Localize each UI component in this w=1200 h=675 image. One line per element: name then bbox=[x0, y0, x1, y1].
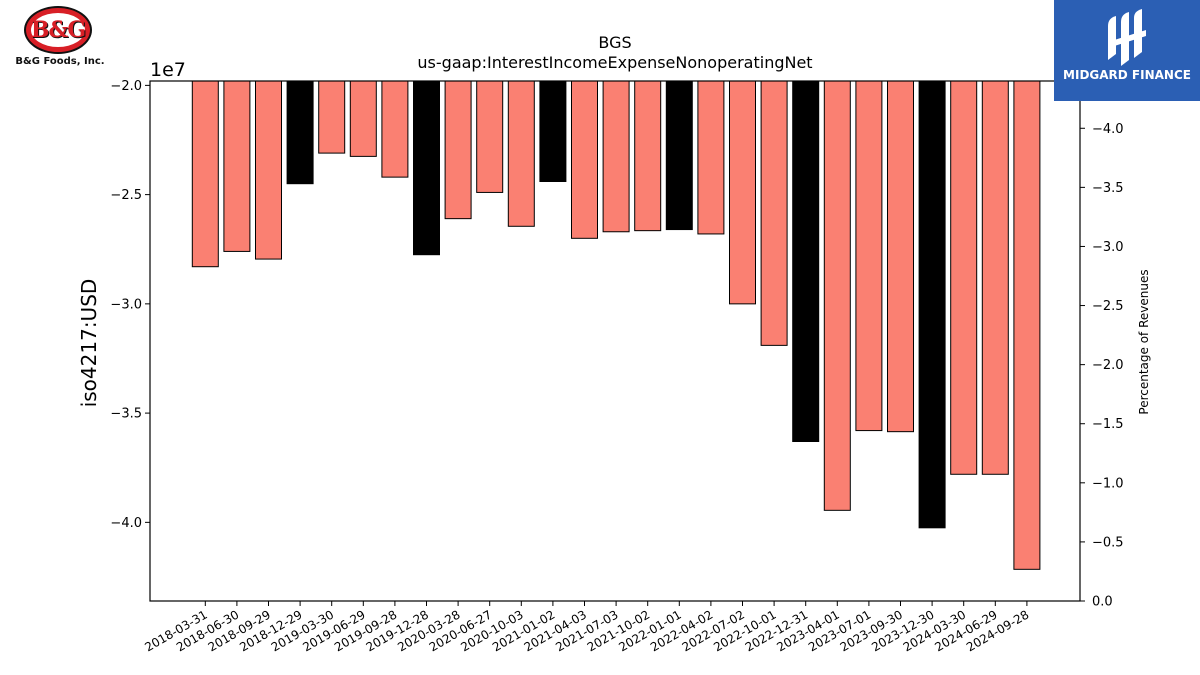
y2-tick-label: −1.0 bbox=[1092, 476, 1124, 491]
bar-2018-03-31 bbox=[191, 80, 219, 268]
bar-2022-01-01 bbox=[665, 80, 693, 231]
y2-tick-label: −4.0 bbox=[1092, 122, 1124, 137]
y2-tick-label: 0.0 bbox=[1092, 595, 1113, 610]
bar-2022-10-01 bbox=[760, 80, 788, 346]
bar-2018-09-29 bbox=[255, 80, 282, 260]
y-axis-offset-label: 1e7 bbox=[150, 59, 186, 81]
y2-tick-label: −0.5 bbox=[1092, 535, 1124, 550]
y2-tick-label: −2.5 bbox=[1092, 299, 1124, 314]
bg-logo-mark: B&G bbox=[30, 17, 86, 43]
bar-2023-07-01 bbox=[855, 80, 883, 432]
y-tick-label: −3.0 bbox=[110, 297, 142, 312]
chart-title: BGS bbox=[598, 33, 631, 52]
y2-axis-label: Percentage of Revenues bbox=[1137, 269, 1151, 414]
y-tick-label: −3.5 bbox=[110, 407, 142, 422]
bg-logo-oval: B&G bbox=[24, 6, 92, 54]
bar-2021-01-02 bbox=[539, 80, 567, 182]
bar-2020-10-03 bbox=[507, 80, 535, 227]
y-tick-label: −2.0 bbox=[110, 79, 142, 94]
y2-tick-label: −3.5 bbox=[1092, 181, 1124, 196]
bar-2024-06-29 bbox=[981, 80, 1009, 475]
midgard-logo-icon bbox=[1108, 9, 1146, 66]
bar-2019-03-30 bbox=[318, 80, 346, 154]
midgard-logo-name: MIDGARD FINANCE bbox=[1063, 68, 1191, 82]
bar-2023-04-01 bbox=[823, 80, 851, 511]
bar-2019-06-29 bbox=[349, 80, 377, 157]
bar-2020-06-27 bbox=[476, 80, 504, 193]
y2-tick-label: −1.5 bbox=[1092, 417, 1124, 432]
bar-2022-12-31 bbox=[792, 80, 820, 442]
bar-2018-12-29 bbox=[286, 80, 314, 185]
y2-tick-label: −3.0 bbox=[1092, 240, 1124, 255]
midgard-finance-logo: MIDGARD FINANCE bbox=[1054, 0, 1200, 101]
bar-2024-09-28 bbox=[1013, 80, 1041, 570]
bar-2023-09-30 bbox=[887, 80, 914, 433]
bg-logo-name: B&G Foods, Inc. bbox=[15, 56, 105, 67]
plot-frame bbox=[149, 80, 1081, 602]
bars bbox=[191, 80, 1041, 570]
bar-2022-07-02 bbox=[729, 80, 756, 305]
bar-2019-09-28 bbox=[381, 80, 409, 178]
y-axis-label: iso4217:USD bbox=[77, 279, 101, 408]
bg-foods-logo: B&G B&G Foods, Inc. bbox=[4, 4, 116, 70]
bar-2023-12-30 bbox=[918, 80, 946, 529]
y2-axis-ticks: 0.0 −0.5 −1.0 −1.5 −2.0 −2.5 −3.0 −3.5 −4.0 bbox=[1080, 122, 1124, 610]
y-tick-label: −4.0 bbox=[110, 516, 142, 531]
x-axis-ticks: 2018-03-312018-06-302018-09-292018-12-29… bbox=[142, 601, 1031, 654]
bar-2018-06-30 bbox=[223, 80, 251, 252]
bar-2020-03-28 bbox=[444, 80, 472, 220]
bar-2019-12-28 bbox=[413, 80, 440, 256]
bar-2022-04-02 bbox=[697, 80, 725, 235]
bar-2021-04-03 bbox=[571, 80, 598, 239]
bar-2021-07-03 bbox=[602, 80, 630, 233]
chart-subtitle: us-gaap:InterestIncomeExpenseNonoperatin… bbox=[417, 53, 812, 72]
bar-2024-03-30 bbox=[950, 80, 978, 475]
y-axis-ticks: −2.0 −2.5 −3.0 −3.5 −4.0 bbox=[110, 79, 150, 531]
y2-tick-label: −2.0 bbox=[1092, 358, 1124, 373]
bar-2021-10-02 bbox=[634, 80, 662, 232]
y-tick-label: −2.5 bbox=[110, 188, 142, 203]
